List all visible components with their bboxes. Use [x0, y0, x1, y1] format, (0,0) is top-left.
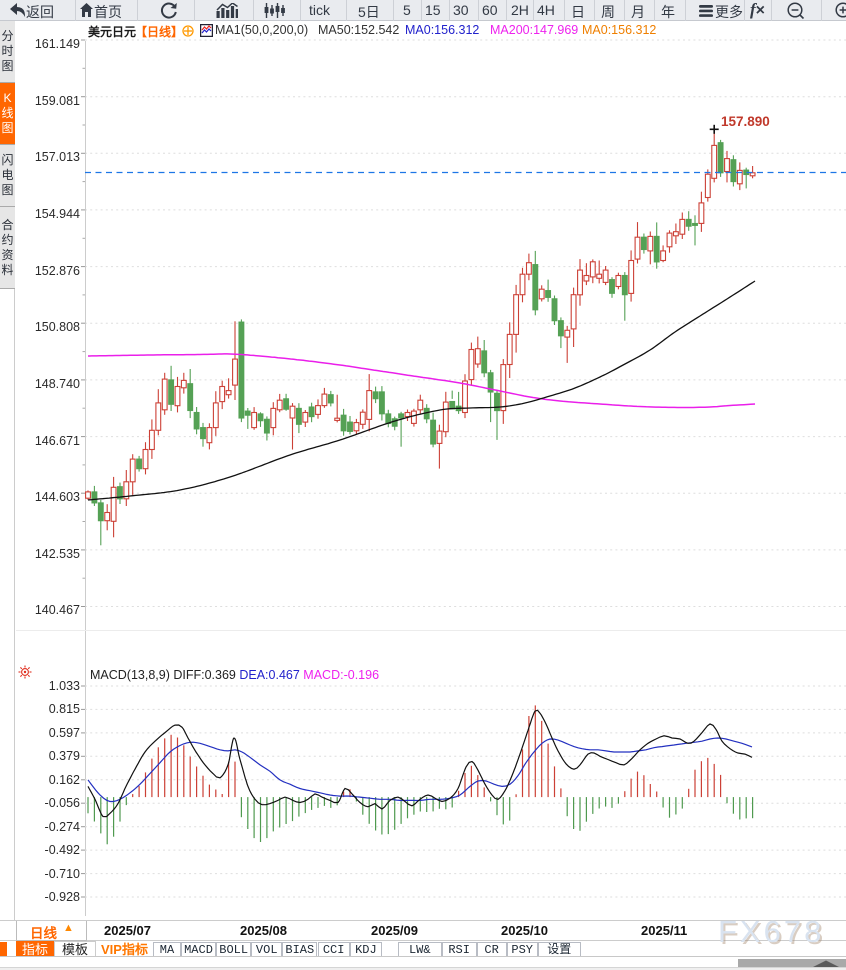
svg-text:154.944: 154.944 — [35, 207, 80, 221]
svg-text:140.467: 140.467 — [35, 603, 80, 617]
svg-text:157.013: 157.013 — [35, 150, 80, 164]
svg-text:146.671: 146.671 — [35, 434, 80, 448]
svg-text:0.379: 0.379 — [49, 749, 80, 763]
svg-text:-0.928: -0.928 — [45, 890, 80, 904]
svg-text:148.740: 148.740 — [35, 377, 80, 391]
svg-text:159.081: 159.081 — [35, 94, 80, 108]
svg-text:-0.056: -0.056 — [45, 796, 80, 810]
svg-text:-0.274: -0.274 — [45, 820, 80, 834]
svg-text:161.149: 161.149 — [35, 37, 80, 51]
svg-text:157.890: 157.890 — [721, 114, 770, 129]
svg-text:-0.710: -0.710 — [45, 867, 80, 881]
svg-text:150.808: 150.808 — [35, 320, 80, 334]
svg-text:152.876: 152.876 — [35, 264, 80, 278]
svg-text:144.603: 144.603 — [35, 490, 80, 504]
svg-text:0.597: 0.597 — [49, 726, 80, 740]
svg-text:MACD(13,8,9) DIFF:0.369 DEA:: MACD(13,8,9) DIFF:0.369 DEA:0.467 MACD:-… — [90, 668, 379, 682]
svg-text:0.815: 0.815 — [49, 702, 80, 716]
svg-text:1.033: 1.033 — [49, 679, 80, 693]
svg-text:-0.492: -0.492 — [45, 843, 80, 857]
svg-text:0.162: 0.162 — [49, 773, 80, 787]
svg-text:142.535: 142.535 — [35, 547, 80, 561]
